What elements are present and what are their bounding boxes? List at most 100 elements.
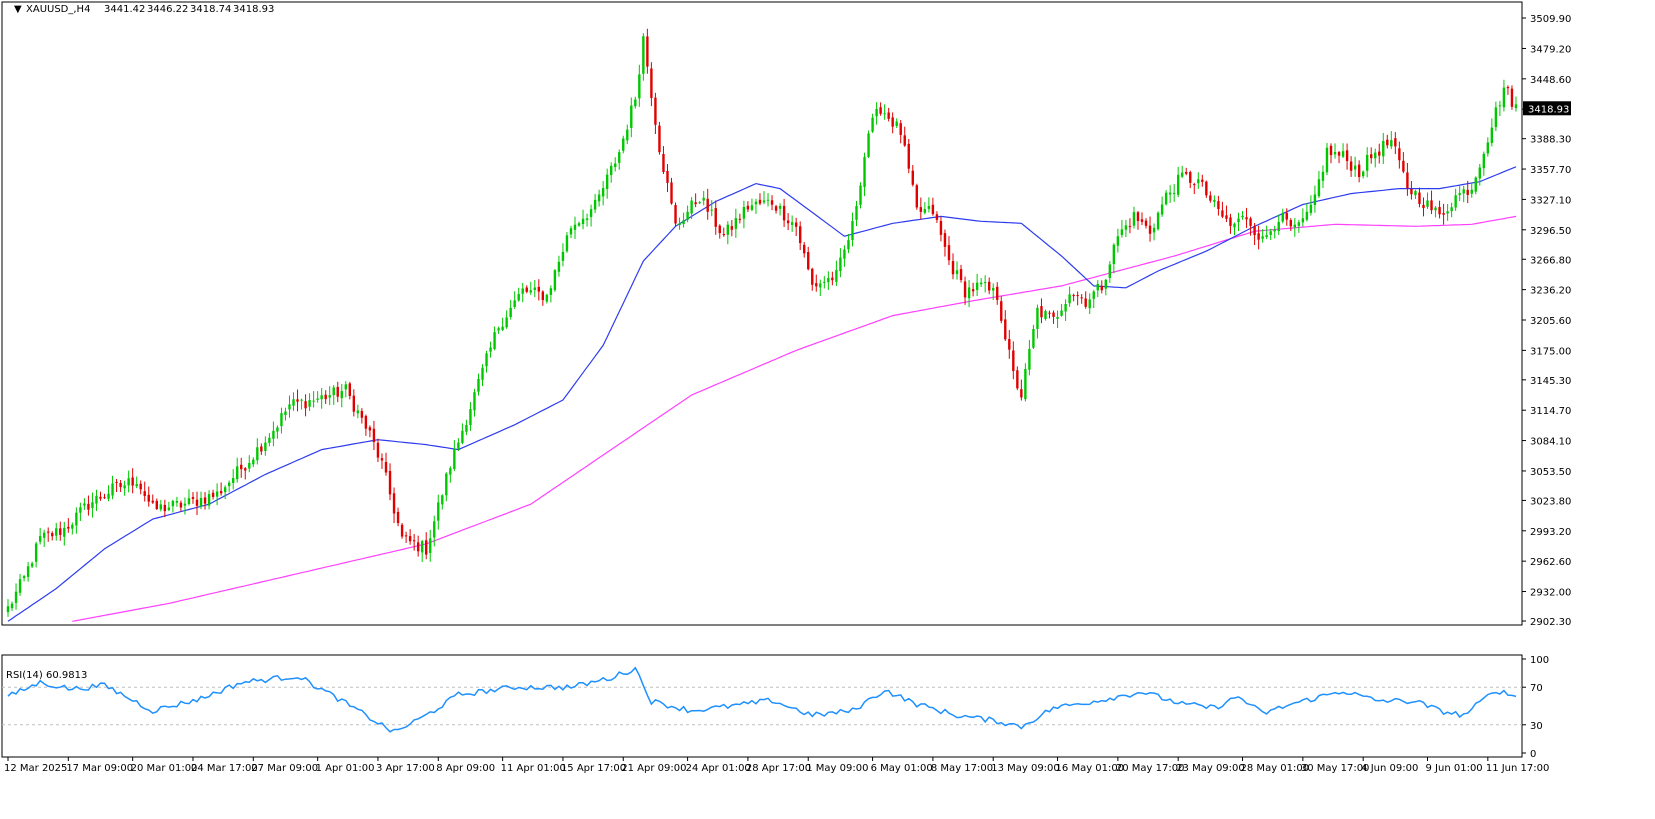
candle-body — [1136, 212, 1140, 221]
candle-body — [304, 401, 307, 409]
candle-body — [1249, 218, 1252, 226]
candle-body — [694, 202, 697, 205]
candle-body — [1132, 212, 1136, 226]
candle-body — [1325, 147, 1329, 173]
candle-body — [895, 121, 898, 127]
candle-body — [264, 442, 267, 452]
price-tick-label: 3084.10 — [1530, 437, 1571, 448]
time-tick-label: 20 May 17:00 — [1116, 763, 1185, 774]
candle-body — [569, 228, 573, 235]
candle-body — [557, 261, 561, 272]
candle-body — [537, 286, 541, 292]
candle-body — [324, 394, 327, 400]
candle-body — [1036, 307, 1039, 329]
candle-body — [119, 482, 122, 488]
candle-body — [855, 205, 858, 220]
candle-body — [115, 481, 118, 483]
candle-body — [14, 591, 18, 603]
candle-body — [1016, 370, 1019, 389]
candle-body — [1494, 107, 1498, 128]
candle-body — [1140, 219, 1144, 222]
candle-body — [481, 367, 484, 380]
candle-body — [943, 233, 947, 247]
candle-body — [147, 494, 150, 502]
time-tick-label: 8 Apr 09:00 — [436, 763, 495, 774]
candle-body — [107, 493, 110, 499]
candle-body — [1185, 171, 1188, 174]
candle-body — [1374, 152, 1377, 159]
candle-body — [642, 36, 645, 74]
last-price-marker: 3418.93 — [1523, 101, 1571, 116]
price-tick-label: 3145.30 — [1530, 376, 1571, 387]
candle-body — [1410, 188, 1413, 195]
candle-body — [207, 494, 211, 506]
time-tick-label: 4 Jun 09:00 — [1361, 763, 1418, 774]
candle-body — [95, 496, 98, 504]
candle-body — [1072, 295, 1075, 297]
candle-body — [871, 117, 874, 132]
candle-body — [1108, 264, 1112, 278]
candle-body — [1378, 151, 1381, 156]
candle-body — [425, 540, 428, 555]
candle-body — [529, 290, 532, 293]
candle-body — [1064, 304, 1067, 312]
candle-body — [549, 288, 553, 295]
candle-body — [553, 270, 557, 291]
candle-body — [903, 135, 906, 146]
candle-body — [1060, 310, 1063, 316]
candle-body — [449, 468, 452, 475]
candle-body — [441, 495, 444, 505]
candle-body — [1382, 141, 1385, 157]
candle-body — [1418, 192, 1421, 204]
candle-body — [1032, 329, 1035, 348]
candle-body — [883, 113, 886, 115]
candle-body — [260, 446, 263, 452]
candle-body — [839, 257, 842, 272]
candle-body — [1068, 294, 1071, 304]
candle-body — [1080, 297, 1083, 299]
candle-body — [143, 491, 146, 496]
candle-body — [1221, 210, 1224, 217]
candle-body — [352, 395, 356, 412]
candle-body — [1458, 193, 1461, 196]
candle-body — [698, 202, 701, 204]
candle-body — [372, 428, 376, 443]
candle-body — [1398, 148, 1401, 161]
candle-body — [1104, 279, 1108, 289]
price-tick-label: 3509.90 — [1530, 14, 1571, 25]
candle-body — [1020, 389, 1023, 398]
candle-body — [762, 200, 766, 203]
candle-body — [1088, 299, 1091, 309]
candle-body — [175, 501, 179, 503]
candle-body — [135, 484, 138, 487]
candle-body — [678, 223, 681, 226]
candle-body — [819, 283, 822, 288]
time-tick-label: 12 Mar 2025 — [4, 763, 67, 774]
candle-body — [1152, 227, 1156, 233]
candle-body — [1044, 311, 1047, 319]
candle-body — [593, 199, 597, 210]
candle-body — [585, 218, 589, 220]
candle-body — [268, 437, 271, 443]
candle-body — [722, 234, 725, 236]
candle-body — [1144, 220, 1148, 226]
candle-body — [497, 328, 500, 331]
candle-body — [380, 458, 384, 461]
candle-body — [919, 207, 923, 212]
candle-body — [742, 206, 746, 219]
symbol-arrow-icon[interactable]: ▼ — [14, 4, 22, 15]
candle-body — [1361, 171, 1365, 177]
candle-body — [1160, 204, 1164, 215]
candle-body — [1490, 127, 1494, 143]
candle-body — [67, 526, 70, 529]
candle-body — [666, 170, 669, 183]
candle-body — [183, 503, 187, 506]
candle-body — [1116, 236, 1120, 246]
price-tick-label: 3053.50 — [1530, 467, 1571, 478]
candle-body — [1474, 177, 1477, 192]
candle-body — [597, 194, 601, 202]
candle-body — [658, 125, 661, 153]
candle-body — [1470, 189, 1473, 194]
candle-body — [376, 442, 380, 458]
